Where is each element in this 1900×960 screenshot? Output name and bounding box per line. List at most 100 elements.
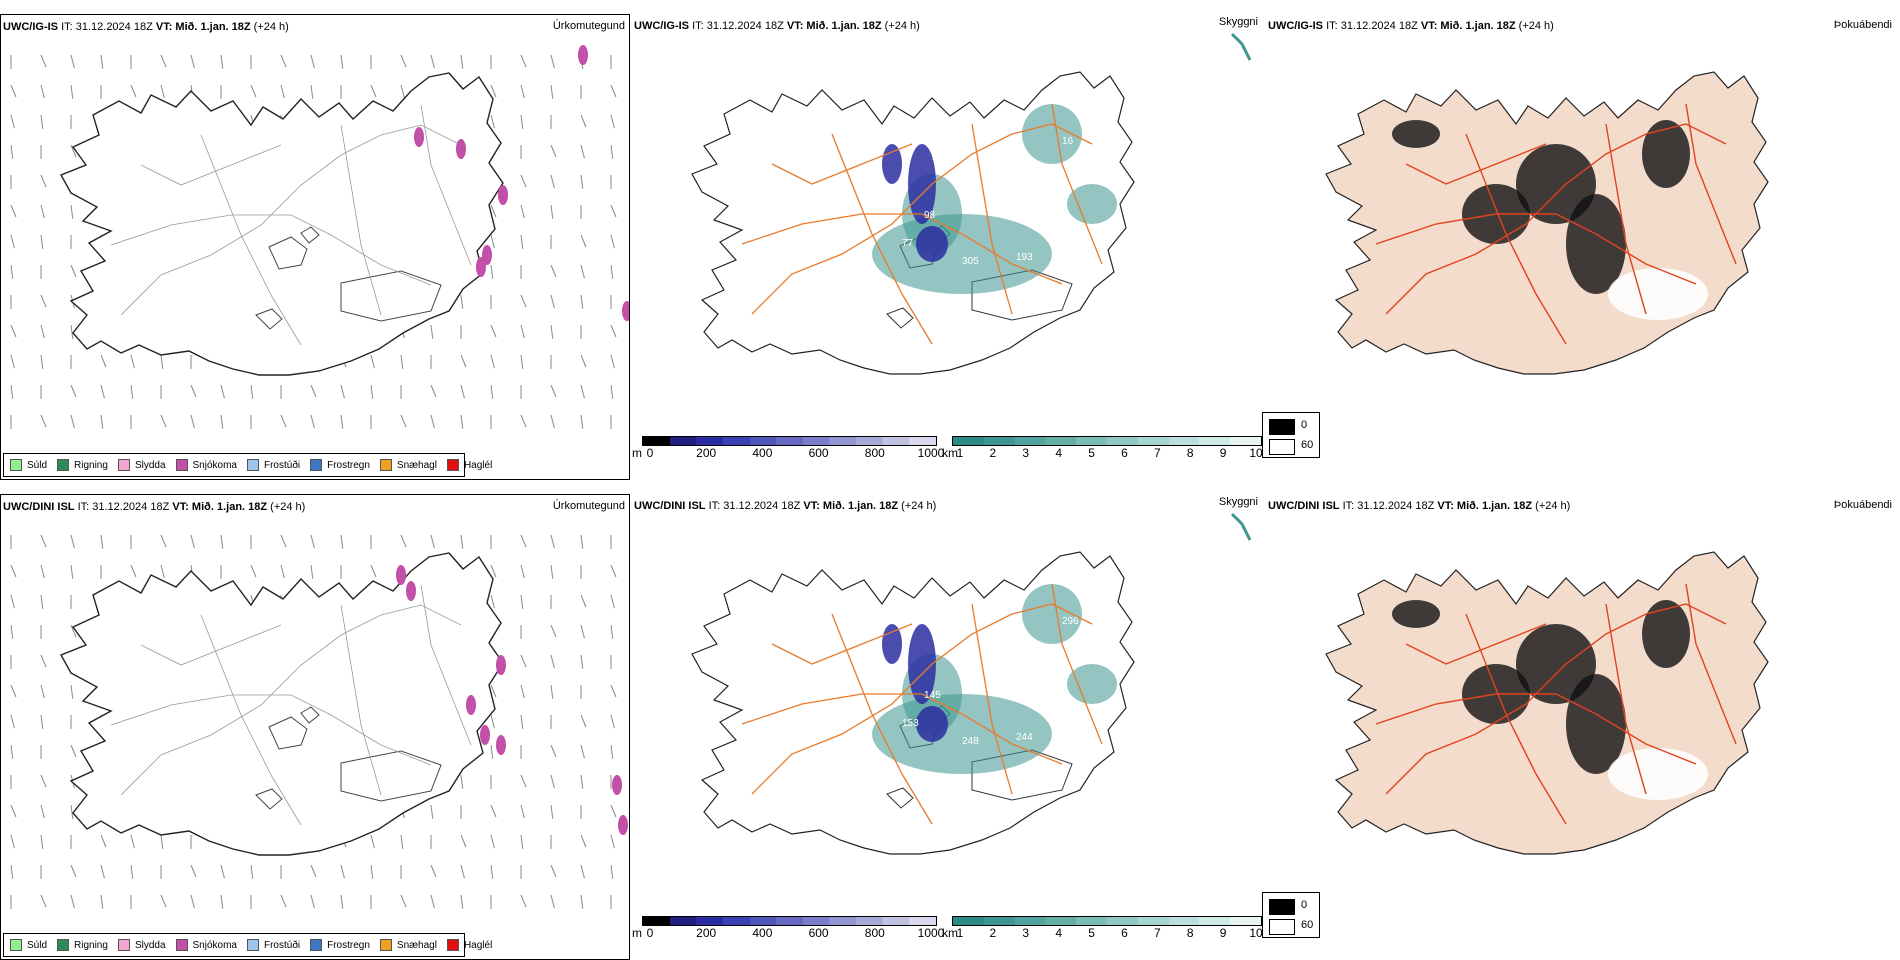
wind-barb [610, 234, 615, 249]
wind-barb [220, 894, 224, 909]
colorbar-tick: 8 [1186, 926, 1194, 940]
wind-barb [490, 84, 497, 98]
snow-area [618, 815, 628, 835]
colorbar-segment [1199, 437, 1231, 445]
wind-barb [580, 864, 585, 879]
colorbar-segment [749, 437, 777, 445]
colorbar-segment [1106, 917, 1138, 925]
wind-barb [490, 564, 497, 578]
colorbar-segment [953, 917, 984, 925]
glacier-outline [300, 706, 320, 724]
colorbar-strip [952, 436, 1262, 446]
wind-barb [40, 834, 44, 849]
colorbar-segment [722, 917, 750, 925]
colorbar-segment [1230, 917, 1261, 925]
precip-map [10, 45, 629, 429]
colorbar-unit: km [942, 926, 958, 940]
cloud-base-label: 2 [932, 152, 938, 163]
wind-barb [520, 534, 527, 548]
colorbar-tick: 400 [752, 446, 773, 460]
wind-barb [580, 294, 584, 309]
road-line [771, 623, 913, 665]
wind-barb [460, 774, 464, 789]
wind-barb [580, 234, 587, 248]
colorbar-tick: 1000 [917, 926, 945, 940]
wind-barb [520, 174, 527, 188]
cloudbase-colorbar: m 0 200 400 600 800 1000 [632, 436, 944, 466]
wind-barb [550, 384, 557, 398]
wind-barb [490, 354, 495, 369]
wind-barb [610, 324, 617, 338]
colorbar-segment [856, 917, 883, 925]
glacier-outline [268, 716, 308, 750]
glacier-outline [886, 307, 914, 329]
wind-barb [430, 384, 437, 398]
colorbar-segment [909, 437, 937, 445]
cloud-base-label: 210 [1072, 154, 1089, 165]
wind-barb [160, 54, 167, 68]
wind-barb [280, 534, 287, 548]
wind-barb [280, 84, 285, 99]
wind-barb [550, 144, 557, 158]
wind-barb [490, 684, 497, 698]
fog-area [1392, 600, 1440, 628]
wind-barb [520, 684, 525, 699]
cloud-base-label: 296 [1062, 616, 1079, 627]
legend-item: Frostregn [310, 939, 370, 951]
snow-area [498, 185, 508, 205]
wind-barb [460, 354, 467, 368]
low-visibility-area [1022, 584, 1082, 644]
colorbar-tick: 0 [646, 446, 654, 460]
glacier-outline [886, 787, 914, 809]
wind-barb [250, 864, 254, 879]
wind-barb [70, 144, 77, 158]
field-name: Úrkomutegund [552, 500, 625, 512]
colorbar-segment [643, 917, 670, 925]
wind-barb [40, 234, 44, 249]
map-layer: 145 153 248 244 296 389 135 [691, 512, 1252, 855]
wind-barb [610, 594, 615, 609]
wind-barb [40, 714, 44, 729]
wind-barb [70, 204, 74, 219]
wind-barb [490, 324, 497, 338]
colorbar-segment [643, 437, 670, 445]
colorbar-segment [1045, 437, 1077, 445]
wind-barb [160, 84, 165, 99]
field-name: Þokuábendi [1833, 19, 1892, 31]
wind-barb [550, 684, 554, 699]
wind-barb [280, 564, 285, 579]
fog-area [1516, 624, 1596, 704]
wind-barb [220, 414, 224, 429]
snow-area [476, 257, 486, 277]
wind-barb [70, 684, 74, 699]
wind-barb [310, 564, 314, 579]
snow-area [414, 127, 424, 147]
road-line [1385, 603, 1727, 795]
wind-barb [10, 384, 14, 399]
cloud-base-label: 305 [962, 256, 979, 267]
colorbar-segment [1137, 917, 1169, 925]
wind-barb [580, 354, 587, 368]
legend-swatch [117, 459, 130, 471]
road-line [751, 603, 1093, 795]
colorbar-tick: 2 [989, 446, 997, 460]
cloud-base-area [916, 226, 948, 262]
road-line [831, 613, 933, 825]
colorbar-tick: 600 [808, 926, 829, 940]
road-line [971, 123, 1013, 315]
road-line [1465, 133, 1567, 345]
cloud-base-label: 98 [924, 210, 936, 221]
wind-barb [70, 744, 77, 758]
wind-barb [40, 54, 47, 68]
cloud-base-label: 248 [962, 736, 979, 747]
colorbar-tick: 5 [1088, 926, 1095, 940]
legend-item: Frostúði [246, 939, 300, 951]
offshore-visibility [1230, 32, 1252, 61]
road-line [120, 124, 462, 316]
wind-barb [610, 144, 614, 159]
glacier-outline [255, 308, 283, 330]
wind-barb [70, 864, 77, 878]
legend-swatch [310, 939, 323, 951]
glacier-area [1608, 268, 1708, 320]
wind-barb [610, 714, 615, 729]
